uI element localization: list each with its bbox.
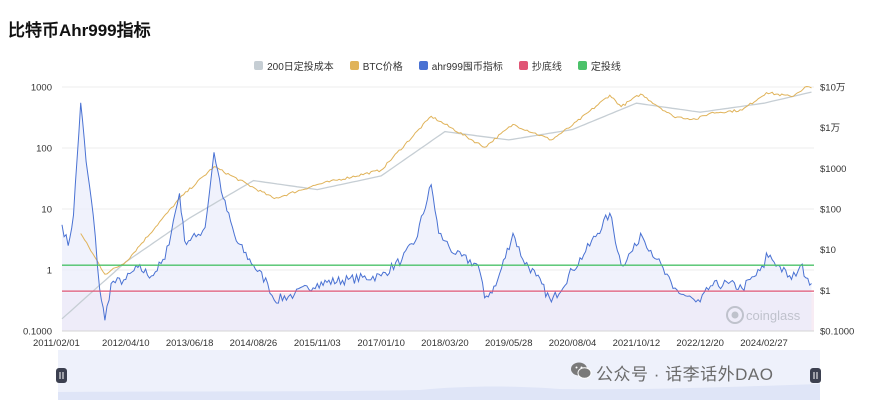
legend-item-0[interactable]: 200日定投成本 <box>254 58 334 73</box>
y-right-tick-label: $10万 <box>820 83 845 94</box>
x-tick-label: 2011/02/01 <box>33 338 80 349</box>
x-tick-label: 2012/04/10 <box>102 338 150 349</box>
x-tick-label: 2022/12/20 <box>676 338 724 349</box>
legend-item-2[interactable]: ahr999囤币指标 <box>418 58 503 73</box>
legend-swatch <box>518 61 528 70</box>
y-left-tick-label: 100 <box>36 144 52 155</box>
y-left-tick-label: 10 <box>41 205 52 216</box>
y-right-tick-label: $0.1000 <box>820 327 854 338</box>
series-layer <box>61 85 812 331</box>
legend-item-3[interactable]: 抄底线 <box>518 58 562 73</box>
axes: 0.1000 1 10 100 1000 $0.1000 $1 $10 $100 $1000 $1万… <box>23 83 854 350</box>
x-tick-label: 2015/11/03 <box>294 338 341 349</box>
legend-label: BTC价格 <box>362 62 403 73</box>
reference-lines <box>62 264 814 292</box>
chart-legend: 200日定投成本 BTC价格 ahr999囤币指标 抄底线 定投线 <box>0 58 875 73</box>
series-area-ahr999 <box>62 102 812 331</box>
y-left-tick-label: 0.1000 <box>23 327 52 338</box>
x-tick-label: 2013/06/18 <box>166 338 214 349</box>
legend-swatch <box>577 61 587 70</box>
y-left-tick-label: 1000 <box>31 83 52 94</box>
x-tick-label: 2017/01/10 <box>357 338 405 349</box>
series-line-btc-price <box>80 85 812 275</box>
navigator-handle-left[interactable] <box>56 368 67 383</box>
legend-label: 200日定投成本 <box>267 62 334 73</box>
x-tick-label: 2018/03/20 <box>421 338 469 349</box>
y-right-tick-label: $10 <box>820 245 836 256</box>
x-tick-label: 2024/02/27 <box>740 338 788 349</box>
series-line-200day-cost <box>61 91 812 320</box>
wechat-icon <box>571 362 592 379</box>
x-tick-label: 2020/08/04 <box>549 338 597 349</box>
navigator-silhouette <box>58 384 820 400</box>
legend-label: 抄底线 <box>531 62 562 73</box>
x-tick-label: 2019/05/28 <box>485 338 533 349</box>
legend-label: ahr999囤币指标 <box>431 62 503 73</box>
y-right-tick-label: $1000 <box>820 164 846 175</box>
y-right-tick-label: $1 <box>820 286 831 297</box>
y-left-tick-label: 1 <box>47 266 52 277</box>
legend-item-1[interactable]: BTC价格 <box>349 58 403 73</box>
y-right-tick-label: $100 <box>820 205 841 216</box>
series-line-ahr999 <box>61 102 812 321</box>
navigator-handle-right[interactable] <box>810 368 821 383</box>
x-tick-label: 2014/08/26 <box>230 338 278 349</box>
legend-swatch <box>418 61 428 70</box>
legend-swatch <box>254 61 264 70</box>
legend-item-4[interactable]: 定投线 <box>577 58 621 73</box>
watermark-text: 公众号 · 话李话外DAO <box>596 365 774 384</box>
y-right-tick-label: $1万 <box>820 123 840 134</box>
legend-label: 定投线 <box>590 62 621 73</box>
page-title: 比特币Ahr999指标 <box>8 21 151 40</box>
coinglass-logo: coinglass <box>726 306 801 324</box>
svg-text:coinglass: coinglass <box>746 308 801 323</box>
range-navigator[interactable] <box>56 350 821 400</box>
x-tick-label: 2021/10/12 <box>613 338 661 349</box>
legend-swatch <box>349 61 359 70</box>
